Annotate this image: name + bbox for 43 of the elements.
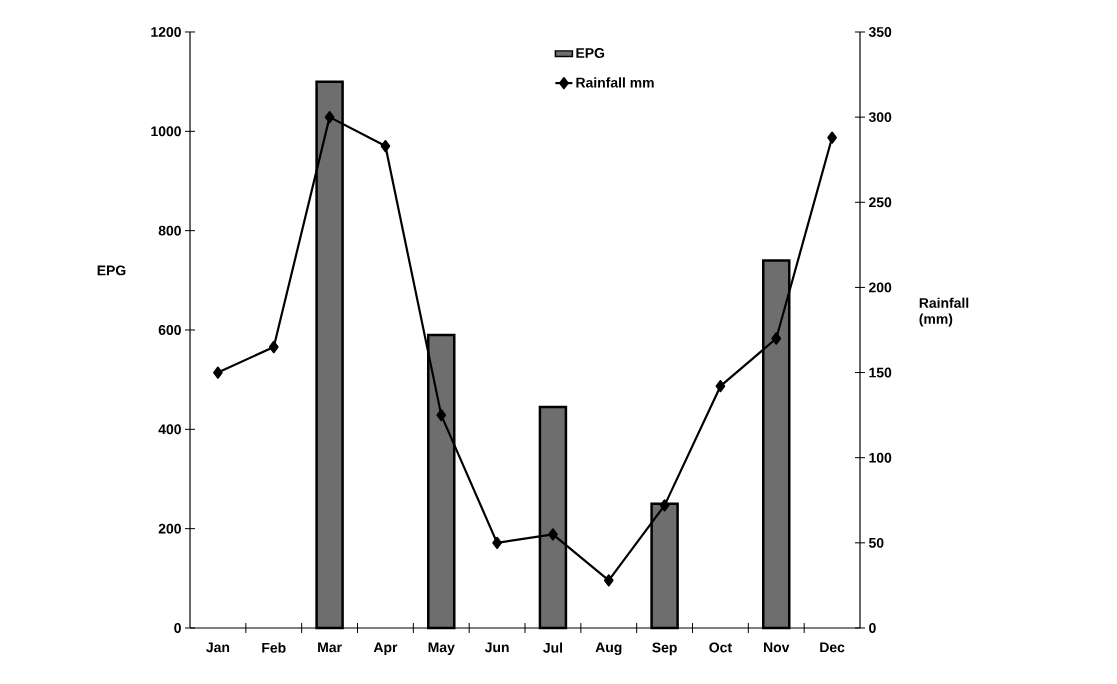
point [436,409,447,422]
x-tick-label: Oct [709,642,732,653]
x-tick-label: May [428,642,455,655]
y2-tick-label: 300 [868,112,892,123]
y-tick-label: 600 [158,325,181,335]
point [380,139,391,153]
y2-tick-label: 350 [868,27,892,37]
y-tick-label: 400 [158,424,181,435]
y2-tick-label: 250 [869,197,892,208]
y-tick-label: 0 [174,623,181,633]
legend-label: EPG [576,48,605,58]
y2-tick-label: 200 [869,282,892,293]
y2-tick-label: 150 [869,367,892,378]
x-tick-label: Jan [206,642,230,653]
x-tick-label: Aug [595,642,622,656]
point [603,574,614,587]
x-tick-label: Sep [652,642,677,656]
point [771,332,782,345]
x-tick-label: Apr [373,642,398,655]
x-tick-label: Dec [820,642,845,653]
point [492,536,502,549]
y2-tick-label: 50 [868,537,884,548]
legend-label: Rainfall mm [576,77,654,88]
x-tick-label: Feb [262,642,286,653]
point [827,131,837,144]
y2-tick-label: 0 [869,623,876,633]
y-tick-label: 800 [158,225,181,236]
y2-axis-title: Rainfall (mm) [919,297,969,327]
point [659,499,670,512]
x-tick-label: Mar [318,642,342,653]
y-tick-label: 1000 [151,126,181,137]
x-tick-label: Nov [764,642,790,653]
y-tick-label: 1200 [151,27,181,37]
x-tick-label: Jul [543,642,563,653]
y-axis-title: EPG [97,265,126,276]
point [268,340,279,354]
point [213,366,223,379]
point [324,111,335,124]
y2-tick-label: 100 [869,452,892,463]
point [715,380,726,393]
point [548,528,558,541]
x-tick-label: Jun [484,642,509,653]
y-tick-label: 200 [158,523,181,534]
